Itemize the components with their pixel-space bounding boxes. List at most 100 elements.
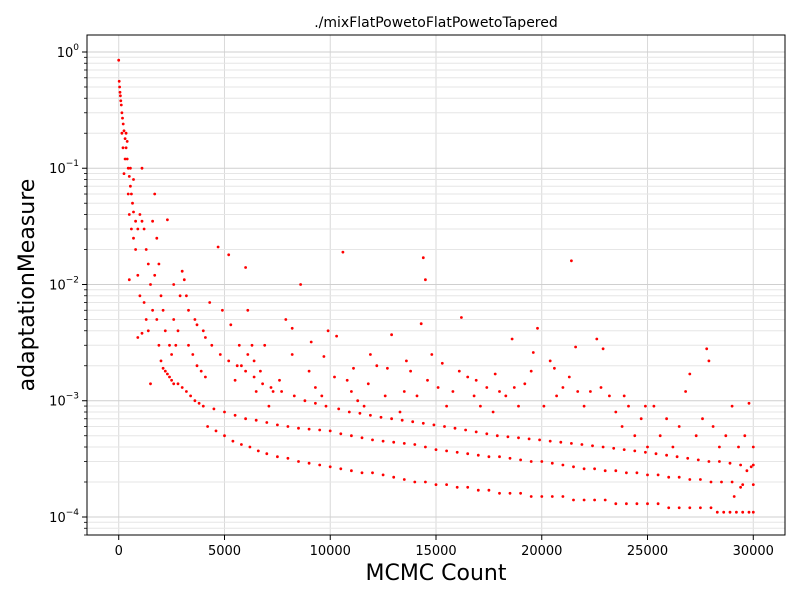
data-point [227,359,231,363]
data-point [125,140,129,143]
chart-title: ./mixFlatPowetoFlatPowetoTapered [314,15,558,31]
data-point [667,475,671,479]
data-point [244,369,248,373]
data-point [601,347,605,351]
data-point [548,359,552,363]
data-point [508,491,512,495]
data-point [140,166,144,170]
data-point [582,498,586,502]
data-point [440,361,444,365]
data-point [540,460,544,463]
data-point [718,460,721,463]
data-point [519,458,522,462]
data-point [132,236,135,240]
data-point [383,394,387,398]
data-point [140,331,144,335]
data-point [451,390,455,393]
data-point [413,480,417,484]
data-point [360,436,364,440]
data-point [201,404,205,408]
data-point [341,250,345,254]
data-point [138,213,142,216]
data-point [157,262,161,266]
data-point [466,452,470,456]
data-point [561,386,565,389]
data-point [121,116,124,120]
data-point [751,483,755,486]
data-point [286,425,290,428]
data-point [299,283,302,286]
data-point [210,343,214,347]
data-point [172,382,176,386]
data-point [445,483,448,486]
data-point [371,438,374,442]
data-point [117,58,121,62]
x-tick-label: 5000 [208,544,241,559]
data-point [688,372,692,376]
data-point [476,453,480,457]
data-point [402,390,406,393]
data-point [254,418,258,422]
data-point [339,432,343,436]
data-point [375,364,379,368]
data-point [134,219,138,223]
data-point [694,434,698,438]
data-point [244,417,248,421]
data-point [121,146,125,150]
data-point [131,201,134,205]
data-point [132,178,135,181]
data-point [265,421,269,424]
data-point [126,192,130,196]
data-point [261,382,264,386]
data-point [593,498,596,502]
data-point [722,510,726,514]
data-point [633,434,637,438]
data-point [639,417,643,421]
data-point [307,427,311,431]
data-point [127,175,131,178]
data-point [339,467,343,471]
data-point [445,449,448,453]
data-point [191,353,195,356]
data-point [512,386,516,389]
data-point [204,336,207,339]
data-point [318,463,322,467]
data-point [474,378,478,382]
data-point [392,475,396,479]
data-point [240,443,243,446]
data-point [711,425,715,428]
y-tick-label: 10−1 [49,159,79,177]
data-point [724,434,728,438]
x-axis-label: MCMC Count [365,561,506,586]
data-point [576,390,580,393]
x-tick-label: 10000 [310,544,351,559]
data-point [625,502,628,506]
data-point [570,442,573,445]
data-point [580,443,584,446]
data-point [144,248,148,251]
data-points [117,58,755,514]
data-point [337,407,341,411]
data-point [252,359,256,363]
data-point [656,502,660,506]
data-point [658,434,662,438]
data-point [216,245,220,249]
data-point [223,434,226,438]
data-point [324,404,328,408]
data-point [622,448,626,451]
data-point [280,390,283,393]
data-point [193,318,197,321]
data-point [409,369,412,373]
data-point [172,283,176,286]
data-point [741,483,745,486]
data-point [314,386,317,389]
data-point [278,378,281,382]
data-point [498,491,501,495]
data-point [646,473,649,477]
data-point [739,485,742,489]
x-tick-label: 20000 [521,544,562,559]
data-point [328,429,332,433]
data-point [314,401,317,405]
data-point [335,334,338,338]
y-axis-label: adaptationMeasure [15,179,40,392]
